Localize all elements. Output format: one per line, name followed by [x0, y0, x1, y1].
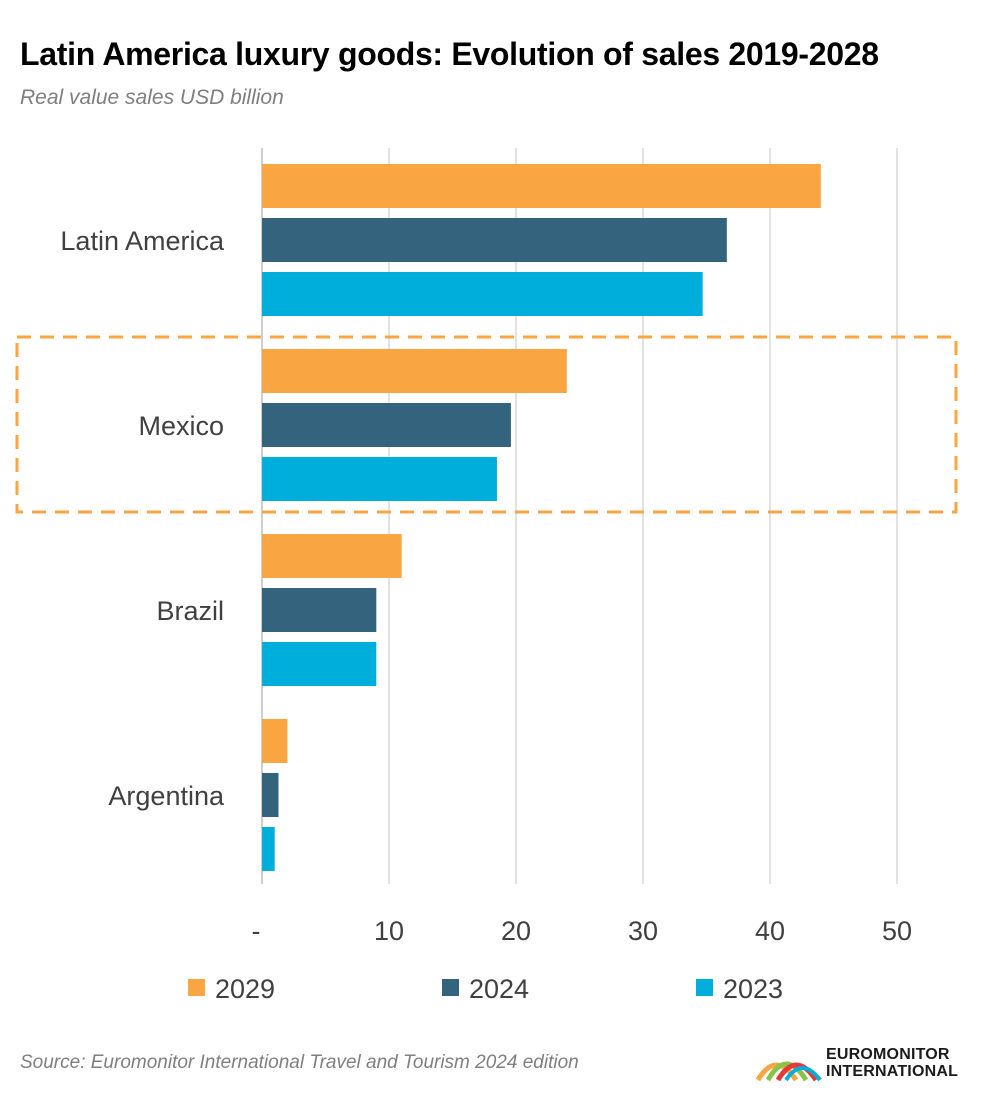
bar-2029 — [262, 534, 402, 578]
bar-2023 — [262, 272, 703, 316]
bar-2024 — [262, 403, 511, 447]
legend-label: 2024 — [469, 974, 529, 1004]
bar-2024 — [262, 773, 279, 817]
category-label: Mexico — [138, 411, 224, 441]
category-label: Brazil — [156, 596, 224, 626]
chart-subtitle: Real value sales USD billion — [20, 86, 284, 109]
x-tick-label: 50 — [882, 916, 912, 946]
legend-swatch-2029 — [188, 979, 205, 996]
highlight-box — [15, 335, 958, 514]
category-label: Argentina — [108, 781, 225, 811]
source-note: Source: Euromonitor International Travel… — [20, 1052, 579, 1073]
legend-label: 2029 — [215, 974, 275, 1004]
bar-2024 — [262, 218, 727, 262]
legend-swatch-2024 — [442, 979, 459, 996]
bar-2029 — [262, 349, 567, 393]
x-tick-label: 10 — [374, 916, 404, 946]
x-tick-label: 20 — [501, 916, 531, 946]
bar-2029 — [262, 164, 821, 208]
euromonitor-logo: EUROMONITOR INTERNATIONAL — [756, 1044, 966, 1084]
chart-title: Latin America luxury goods: Evolution of… — [20, 36, 879, 72]
x-tick-label: 40 — [755, 916, 785, 946]
legend-label: 2023 — [723, 974, 783, 1004]
logo-line2: INTERNATIONAL — [826, 1063, 959, 1080]
category-label: Latin America — [60, 226, 225, 256]
x-tick-label: 30 — [628, 916, 658, 946]
bar-2029 — [262, 719, 288, 763]
logo-arc-icon — [756, 1061, 822, 1082]
bar-2024 — [262, 588, 377, 632]
bar-2023 — [262, 827, 275, 871]
x-tick-label: - — [252, 916, 261, 946]
logo-text: EUROMONITOR INTERNATIONAL — [826, 1046, 958, 1080]
legend-swatch-2023 — [696, 979, 713, 996]
logo-line1: EUROMONITOR — [826, 1046, 950, 1063]
bar-chart: Latin America Mexico Brazil Argentina - 10 20 3… — [15, 148, 958, 1004]
bar-2023 — [262, 642, 377, 686]
bar-2023 — [262, 457, 497, 501]
